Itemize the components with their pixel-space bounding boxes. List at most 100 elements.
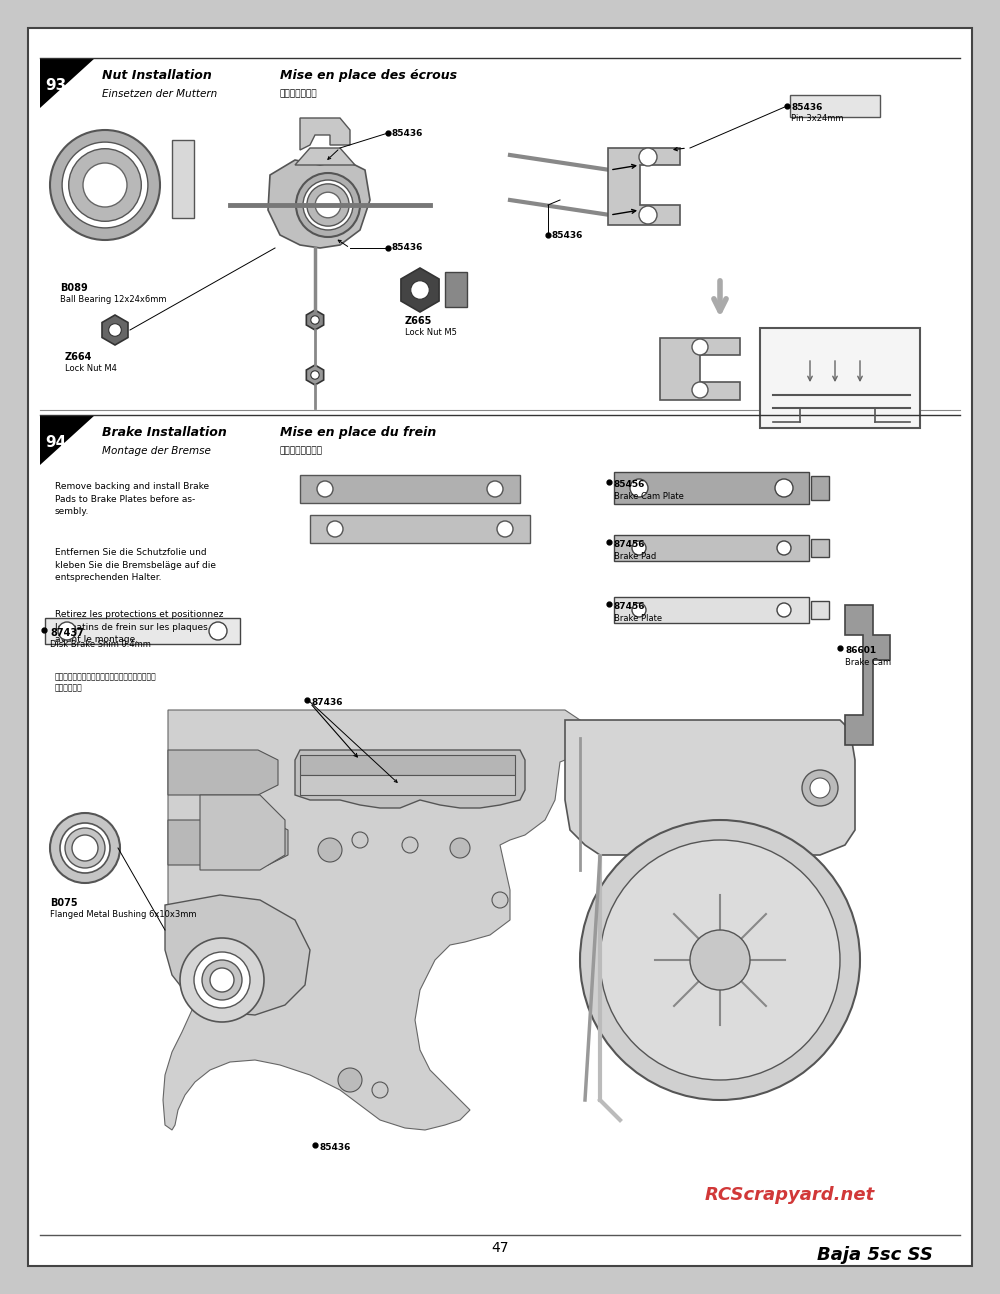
Bar xyxy=(811,600,829,619)
Circle shape xyxy=(487,481,503,497)
Circle shape xyxy=(202,960,242,1000)
Circle shape xyxy=(318,839,342,862)
Circle shape xyxy=(630,479,648,497)
Text: Nut Installation: Nut Installation xyxy=(102,69,212,82)
Circle shape xyxy=(58,622,76,641)
Text: Mise en place du frein: Mise en place du frein xyxy=(280,426,436,439)
Text: 85436: 85436 xyxy=(392,128,423,137)
Text: Remove backing and install Brake
Pads to Brake Plates before as-
sembly.: Remove backing and install Brake Pads to… xyxy=(55,481,209,516)
Circle shape xyxy=(209,622,227,641)
Bar xyxy=(445,272,467,307)
Circle shape xyxy=(210,968,234,992)
Circle shape xyxy=(810,778,830,798)
Circle shape xyxy=(50,129,160,239)
Polygon shape xyxy=(40,58,95,107)
Circle shape xyxy=(580,820,860,1100)
Bar xyxy=(760,327,920,428)
Polygon shape xyxy=(168,751,278,795)
Circle shape xyxy=(62,142,148,228)
Polygon shape xyxy=(295,751,525,807)
Text: 85436: 85436 xyxy=(392,243,423,252)
Circle shape xyxy=(632,541,646,555)
Text: Z665: Z665 xyxy=(405,316,432,326)
Circle shape xyxy=(194,952,250,1008)
Text: 94: 94 xyxy=(45,435,66,450)
Bar xyxy=(614,597,809,622)
Text: Brake Cam: Brake Cam xyxy=(845,659,891,666)
Circle shape xyxy=(315,193,341,217)
Polygon shape xyxy=(306,311,324,330)
Polygon shape xyxy=(845,606,890,745)
Text: ブレーキの取付け: ブレーキの取付け xyxy=(280,446,323,455)
Text: Montage der Bremse: Montage der Bremse xyxy=(102,446,211,455)
Bar xyxy=(300,775,515,795)
Text: Brake Installation: Brake Installation xyxy=(102,426,227,439)
Text: Brake Cam Plate: Brake Cam Plate xyxy=(614,492,684,501)
Circle shape xyxy=(317,481,333,497)
Text: Entfernen Sie die Schutzfolie und
kleben Sie die Bremsbeläge auf die
entsprechen: Entfernen Sie die Schutzfolie und kleben… xyxy=(55,547,216,582)
Circle shape xyxy=(311,316,319,325)
Text: 85436: 85436 xyxy=(791,104,822,113)
Polygon shape xyxy=(401,268,439,312)
Text: Mise en place des écrous: Mise en place des écrous xyxy=(280,69,457,82)
Text: Brake Plate: Brake Plate xyxy=(614,613,662,622)
Circle shape xyxy=(72,835,98,861)
Bar xyxy=(811,540,829,556)
Polygon shape xyxy=(268,160,370,248)
Text: 87436: 87436 xyxy=(312,697,344,707)
Text: Einsetzen der Muttern: Einsetzen der Muttern xyxy=(102,89,217,100)
Circle shape xyxy=(352,832,368,848)
Text: 87437: 87437 xyxy=(50,628,84,638)
Circle shape xyxy=(180,938,264,1022)
Text: 47: 47 xyxy=(491,1241,509,1255)
Circle shape xyxy=(450,839,470,858)
Polygon shape xyxy=(310,515,530,543)
Text: Brake Pad: Brake Pad xyxy=(614,553,656,562)
Text: Disk Brake Shim 0.4mm: Disk Brake Shim 0.4mm xyxy=(50,641,151,650)
Circle shape xyxy=(497,521,513,537)
Circle shape xyxy=(303,180,353,230)
Text: Lock Nut M5: Lock Nut M5 xyxy=(405,327,457,336)
Text: 87456: 87456 xyxy=(614,540,646,549)
Text: B089: B089 xyxy=(60,283,88,292)
Circle shape xyxy=(632,603,646,617)
Circle shape xyxy=(692,382,708,399)
Circle shape xyxy=(402,837,418,853)
Bar xyxy=(172,140,194,217)
Circle shape xyxy=(639,148,657,166)
Polygon shape xyxy=(295,148,355,166)
Bar xyxy=(811,476,829,499)
Circle shape xyxy=(327,521,343,537)
Circle shape xyxy=(372,1082,388,1099)
Polygon shape xyxy=(165,895,310,1014)
Circle shape xyxy=(600,840,840,1080)
Bar xyxy=(45,619,240,644)
Text: Retirez les protections et positionnez
les patins de frein sur les plaques
avant: Retirez les protections et positionnez l… xyxy=(55,609,224,644)
Circle shape xyxy=(69,149,141,221)
Polygon shape xyxy=(102,314,128,345)
Bar xyxy=(790,94,880,116)
Text: Lock Nut M4: Lock Nut M4 xyxy=(65,364,117,373)
Circle shape xyxy=(802,770,838,806)
Text: 85456: 85456 xyxy=(614,480,645,489)
Bar xyxy=(614,472,809,503)
Circle shape xyxy=(50,813,120,883)
Text: B075: B075 xyxy=(50,898,78,908)
Polygon shape xyxy=(163,710,590,1130)
Text: 93: 93 xyxy=(45,78,66,93)
Circle shape xyxy=(777,603,791,617)
Text: ナットの取付け: ナットの取付け xyxy=(280,89,318,98)
Circle shape xyxy=(338,1068,362,1092)
Polygon shape xyxy=(40,415,95,465)
Circle shape xyxy=(311,371,319,379)
Polygon shape xyxy=(565,719,855,855)
Text: Z664: Z664 xyxy=(65,352,92,362)
Polygon shape xyxy=(200,795,285,870)
Circle shape xyxy=(692,339,708,355)
Circle shape xyxy=(777,541,791,555)
Circle shape xyxy=(65,828,105,868)
Circle shape xyxy=(83,163,127,207)
Text: ブレーキパッドをあらかじめブレーキプレートに
接着します。: ブレーキパッドをあらかじめブレーキプレートに 接着します。 xyxy=(55,672,157,692)
Circle shape xyxy=(109,324,121,336)
Circle shape xyxy=(411,281,429,299)
